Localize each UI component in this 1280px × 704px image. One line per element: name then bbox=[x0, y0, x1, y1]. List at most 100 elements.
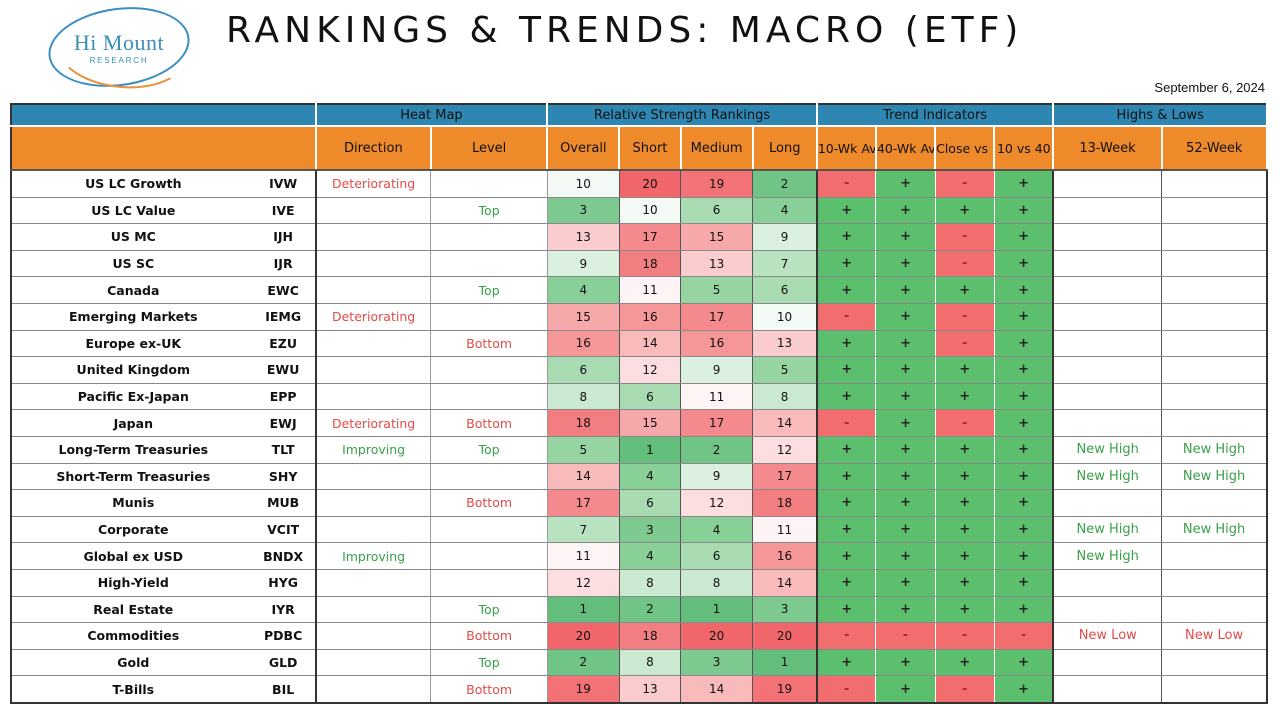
level-cell bbox=[430, 383, 548, 411]
rank-long: 7 bbox=[752, 250, 818, 278]
trend-40wk: + bbox=[875, 276, 936, 304]
trend-40wk: + bbox=[875, 463, 936, 491]
trend-10-vs-40: + bbox=[994, 542, 1055, 570]
rank-overall: 2 bbox=[547, 649, 620, 677]
asset-name: US LC Value bbox=[11, 197, 252, 225]
asset-name: Pacific Ex-Japan bbox=[11, 383, 252, 411]
rank-overall: 20 bbox=[547, 622, 620, 650]
col-52-week: 52-Week bbox=[1161, 126, 1269, 171]
asset-name: US LC Growth bbox=[11, 170, 252, 198]
trend-close-vs-10: + bbox=[935, 649, 995, 677]
highs-lows-52wk: New High bbox=[1161, 436, 1268, 464]
trend-10-vs-40: - bbox=[994, 622, 1055, 650]
highs-lows-13wk bbox=[1053, 197, 1163, 225]
level-cell: Bottom bbox=[430, 489, 548, 517]
trend-10wk: + bbox=[816, 436, 877, 464]
table-row: Munis MUB Bottom 17 6 12 18 + + + + bbox=[11, 489, 1268, 517]
rank-long: 2 bbox=[752, 170, 818, 198]
trend-40wk: + bbox=[875, 223, 936, 251]
rank-short: 14 bbox=[619, 330, 682, 358]
highs-lows-52wk bbox=[1161, 383, 1268, 411]
trend-10-vs-40: + bbox=[994, 276, 1055, 304]
trend-10wk: - bbox=[816, 409, 877, 437]
direction-cell bbox=[315, 223, 432, 251]
rank-overall: 8 bbox=[547, 383, 620, 411]
rank-short: 20 bbox=[619, 170, 682, 198]
table-row: Emerging Markets IEMG Deteriorating 15 16 17 1… bbox=[11, 303, 1268, 331]
table-row: Pacific Ex-Japan EPP 8 6 11 8 + + + + bbox=[11, 383, 1268, 411]
asset-name: Short-Term Treasuries bbox=[11, 463, 252, 491]
highs-lows-13wk bbox=[1053, 250, 1163, 278]
rank-long: 5 bbox=[752, 356, 818, 384]
level-cell bbox=[430, 170, 548, 198]
rank-overall: 10 bbox=[547, 170, 620, 198]
rank-medium: 2 bbox=[680, 436, 754, 464]
trend-10-vs-40: + bbox=[994, 463, 1055, 491]
highs-lows-13wk bbox=[1053, 356, 1163, 384]
trend-10wk: - bbox=[816, 303, 877, 331]
trend-40wk: + bbox=[875, 383, 936, 411]
highs-lows-52wk: New Low bbox=[1161, 622, 1268, 650]
trend-40wk: - bbox=[875, 622, 936, 650]
highs-lows-52wk bbox=[1161, 170, 1268, 198]
ticker: EWJ bbox=[251, 409, 317, 437]
trend-40wk: + bbox=[875, 436, 936, 464]
col-close-vs-10: Close vs 10 bbox=[935, 126, 996, 171]
rank-medium: 17 bbox=[680, 409, 754, 437]
rank-long: 14 bbox=[752, 569, 818, 597]
direction-cell bbox=[315, 383, 432, 411]
rank-long: 18 bbox=[752, 489, 818, 517]
trend-10wk: - bbox=[816, 675, 877, 704]
table-row: Global ex USD BNDX Improving 11 4 6 16 + + + + New … bbox=[11, 542, 1268, 570]
logo-name: Hi Mount bbox=[73, 30, 165, 55]
rank-overall: 5 bbox=[547, 436, 620, 464]
rank-long: 16 bbox=[752, 542, 818, 570]
highs-lows-52wk bbox=[1161, 223, 1268, 251]
level-cell: Top bbox=[430, 649, 548, 677]
rank-medium: 6 bbox=[680, 197, 754, 225]
rank-long: 4 bbox=[752, 197, 818, 225]
trend-close-vs-10: + bbox=[935, 542, 995, 570]
trend-10wk: + bbox=[816, 276, 877, 304]
trend-10-vs-40: + bbox=[994, 569, 1055, 597]
rank-short: 10 bbox=[619, 197, 682, 225]
direction-cell bbox=[315, 276, 432, 304]
trend-10wk: + bbox=[816, 649, 877, 677]
trend-10-vs-40: + bbox=[994, 383, 1055, 411]
trend-40wk: + bbox=[875, 675, 936, 704]
asset-name: Emerging Markets bbox=[11, 303, 252, 331]
group-highs-lows: Highs & Lows bbox=[1053, 104, 1268, 127]
rank-short: 6 bbox=[619, 489, 682, 517]
table-body: US LC Growth IVW Deteriorating 10 20 19 2- + - + U… bbox=[11, 170, 1268, 704]
asset-name: Commodities bbox=[11, 622, 252, 650]
ticker: EWU bbox=[251, 356, 317, 384]
highs-lows-13wk bbox=[1053, 383, 1163, 411]
trend-10wk: + bbox=[816, 356, 877, 384]
trend-10wk: + bbox=[816, 250, 877, 278]
table-row: Japan EWJ Deteriorating Bottom 18 15 17 14- + - + bbox=[11, 409, 1268, 437]
ticker: TLT bbox=[251, 436, 317, 464]
highs-lows-52wk bbox=[1161, 569, 1268, 597]
asset-name: Global ex USD bbox=[11, 542, 252, 570]
trend-10wk: + bbox=[816, 542, 877, 570]
asset-name: T-Bills bbox=[11, 675, 252, 704]
level-cell: Bottom bbox=[430, 330, 548, 358]
trend-10-vs-40: + bbox=[994, 303, 1055, 331]
trend-10wk: + bbox=[816, 489, 877, 517]
rank-overall: 12 bbox=[547, 569, 620, 597]
highs-lows-52wk bbox=[1161, 542, 1268, 570]
trend-10-vs-40: + bbox=[994, 409, 1055, 437]
highs-lows-52wk bbox=[1161, 276, 1268, 304]
highs-lows-52wk bbox=[1161, 675, 1268, 704]
asset-name: Munis bbox=[11, 489, 252, 517]
highs-lows-52wk bbox=[1161, 250, 1268, 278]
ticker: PDBC bbox=[251, 622, 317, 650]
rank-overall: 3 bbox=[547, 197, 620, 225]
trend-10wk: + bbox=[816, 223, 877, 251]
rank-overall: 14 bbox=[547, 463, 620, 491]
rank-long: 9 bbox=[752, 223, 818, 251]
rank-long: 10 bbox=[752, 303, 818, 331]
asset-name: High-Yield bbox=[11, 569, 252, 597]
trend-10-vs-40: + bbox=[994, 489, 1055, 517]
asset-name: Europe ex-UK bbox=[11, 330, 252, 358]
